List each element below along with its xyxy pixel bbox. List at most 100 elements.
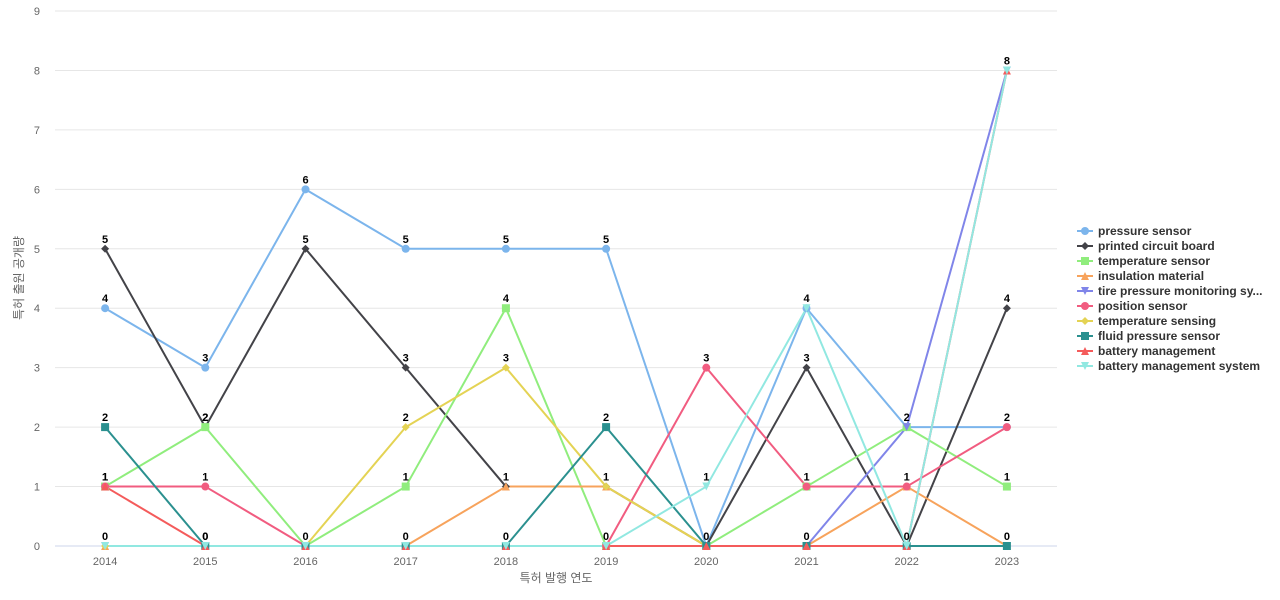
data-point — [1002, 66, 1011, 75]
y-tick-label: 6 — [34, 184, 40, 196]
data-label: 1 — [904, 472, 910, 484]
data-label: 3 — [703, 353, 709, 365]
series-line — [105, 70, 1008, 547]
legend-item[interactable]: insulation material — [1077, 269, 1204, 283]
data-label: 4 — [102, 293, 109, 305]
series-line — [104, 188, 1007, 547]
legend-item[interactable]: fluid pressure sensor — [1077, 329, 1220, 343]
data-point — [702, 542, 711, 550]
legend-label: insulation material — [1098, 269, 1204, 283]
data-point — [1002, 423, 1011, 432]
legend-label: printed circuit board — [1098, 239, 1215, 253]
data-point — [401, 482, 410, 491]
series-lines — [104, 70, 1008, 547]
data-point — [301, 185, 310, 194]
y-tick-label: 7 — [34, 125, 40, 137]
data-label: 0 — [603, 531, 609, 543]
data-label: 4 — [803, 293, 810, 305]
y-tick-label: 8 — [34, 65, 40, 77]
data-point — [1002, 482, 1011, 491]
data-label: 2 — [403, 412, 409, 424]
data-label: 0 — [202, 531, 208, 543]
x-axis-title: 특허 발행 연도 — [520, 570, 593, 585]
data-point — [401, 423, 410, 432]
legend-item[interactable]: printed circuit board — [1077, 239, 1215, 253]
data-label: 1 — [102, 472, 108, 484]
data-label: 2 — [202, 412, 208, 424]
legend-marker — [1081, 332, 1089, 340]
legend-marker — [1081, 347, 1089, 355]
data-label: 5 — [503, 234, 509, 246]
legend-item[interactable]: battery management — [1077, 344, 1215, 358]
data-label: 2 — [603, 412, 609, 424]
x-tick-label: 2014 — [93, 556, 117, 568]
data-label: 0 — [403, 531, 409, 543]
data-label: 3 — [503, 353, 509, 365]
data-label: 5 — [102, 234, 108, 246]
data-point — [702, 363, 711, 372]
data-label: 8 — [1004, 55, 1010, 67]
x-tick-label: 2018 — [494, 556, 518, 568]
series-line — [104, 247, 1008, 547]
data-label: 1 — [1004, 472, 1010, 484]
data-label: 2 — [202, 412, 208, 424]
y-axis-ticks: 0 1 2 3 4 5 6 7 8 9 — [34, 6, 40, 553]
data-label: 6 — [302, 174, 308, 186]
data-label: 2 — [102, 412, 108, 424]
y-tick-label: 3 — [34, 363, 40, 375]
legend-label: pressure sensor — [1098, 224, 1192, 238]
legend-label: temperature sensor — [1098, 254, 1210, 268]
x-tick-label: 2023 — [995, 556, 1019, 568]
x-tick-label: 2021 — [794, 556, 818, 568]
data-point — [802, 542, 811, 550]
data-label: 0 — [503, 531, 509, 543]
y-tick-label: 5 — [34, 244, 40, 256]
data-point — [602, 244, 611, 253]
series-line — [105, 366, 1007, 547]
y-tick-label: 0 — [34, 541, 40, 553]
data-point — [101, 244, 110, 253]
legend-marker — [1081, 227, 1089, 235]
data-point — [201, 423, 210, 432]
data-label: 1 — [202, 472, 208, 484]
legend-item[interactable]: temperature sensor — [1077, 254, 1210, 268]
data-label: 0 — [904, 531, 910, 543]
data-point — [802, 363, 811, 372]
x-tick-label: 2015 — [193, 556, 217, 568]
legend-item[interactable]: battery management system — [1077, 359, 1260, 373]
legend-marker — [1081, 257, 1089, 265]
legend-label: temperature sensing — [1098, 314, 1216, 328]
data-label: 0 — [703, 531, 709, 543]
x-tick-label: 2020 — [694, 556, 718, 568]
legend-label: position sensor — [1098, 299, 1188, 313]
legend-marker — [1081, 362, 1089, 370]
data-point — [902, 423, 911, 432]
data-point — [902, 542, 911, 550]
y-axis-title: 특허 출원 공개량 — [12, 236, 26, 320]
data-label: 4 — [503, 293, 510, 305]
data-label: 0 — [102, 531, 108, 543]
legend-item[interactable]: temperature sensing — [1077, 314, 1216, 328]
legend-item[interactable]: tire pressure monitoring sy... — [1077, 284, 1262, 298]
data-point — [401, 363, 410, 372]
legend-item[interactable]: position sensor — [1077, 299, 1188, 313]
y-tick-label: 4 — [34, 303, 40, 315]
data-label: 5 — [302, 234, 308, 246]
legend-marker — [1081, 302, 1089, 310]
data-labels: 5 4 2 1 1 0 3 2 2 1 0 0 6 5 0 5 3 2 1 0 5 4 3 1 0 5 2 1 0 3 1 0 4 3 1 0 2 1 0 8… — [102, 55, 1011, 543]
data-point — [1002, 304, 1011, 313]
data-label: 3 — [403, 353, 409, 365]
x-tick-label: 2022 — [894, 556, 918, 568]
data-label: 1 — [503, 472, 509, 484]
data-label: 1 — [102, 472, 108, 484]
y-tick-label: 9 — [34, 6, 40, 18]
data-label: 5 — [603, 234, 609, 246]
data-point — [501, 482, 510, 491]
data-point — [101, 482, 110, 491]
legend-item[interactable]: pressure sensor — [1077, 224, 1192, 238]
data-label: 0 — [202, 531, 208, 543]
data-point — [501, 244, 510, 253]
data-point — [802, 304, 811, 313]
